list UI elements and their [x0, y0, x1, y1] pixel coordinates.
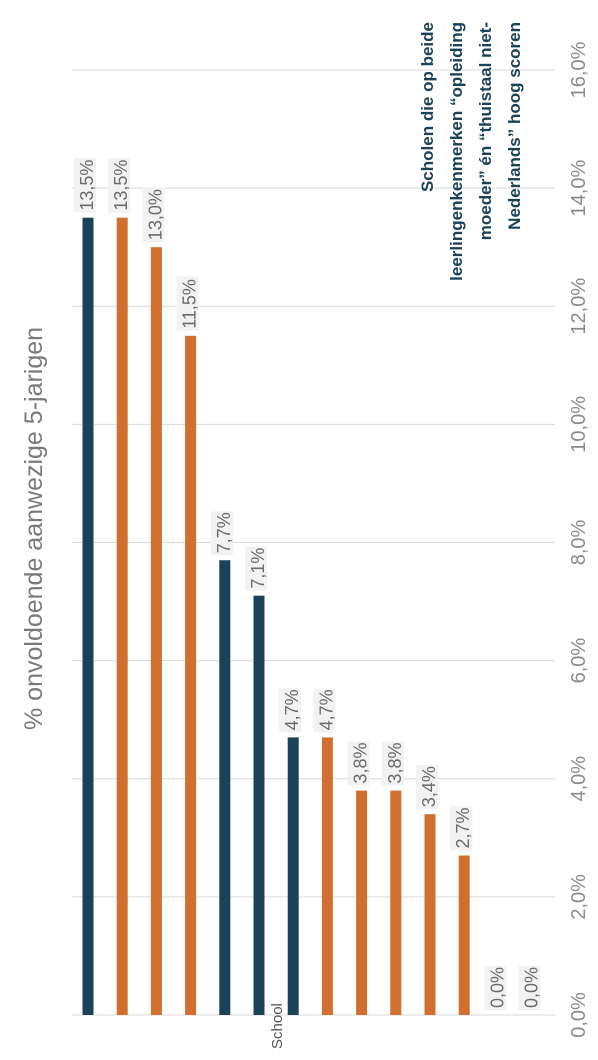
data-label-background	[279, 688, 302, 733]
x-tick-label: 10,0%	[568, 396, 590, 453]
x-tick-label: 12,0%	[568, 278, 590, 335]
data-label-background	[176, 276, 199, 331]
bar	[185, 335, 197, 1015]
bar	[150, 247, 162, 1015]
data-label: 2,7%	[453, 808, 473, 849]
x-tick-label: 0,0%	[568, 992, 590, 1038]
data-label-background	[347, 741, 370, 786]
data-label-background	[484, 966, 507, 1010]
data-label-background	[245, 546, 267, 591]
bar	[458, 855, 470, 1015]
bar	[253, 595, 265, 1015]
data-label-background	[450, 806, 473, 851]
legend-line: Nederlands” hoog scoren	[505, 22, 524, 230]
legend-line: moeder” én “thuistaal niet-	[476, 22, 495, 240]
data-label: 3,8%	[351, 743, 371, 784]
x-tick-label: 14,0%	[568, 160, 590, 217]
data-label: 7,7%	[214, 512, 234, 553]
data-label-background	[381, 741, 404, 786]
x-axis-ticks: 0,0% 2,0% 4,0% 6,0% 8,0% 10,0% 12,0% 14,0% 16,0%	[568, 41, 590, 1037]
data-label: 11,5%	[180, 279, 200, 329]
x-tick-label: 6,0%	[568, 638, 590, 684]
data-label: 3,4%	[419, 766, 439, 807]
x-tick-label: 16,0%	[568, 41, 590, 98]
x-tick-label: 2,0%	[568, 874, 590, 920]
data-label-background	[142, 187, 165, 243]
data-label-background	[74, 158, 96, 213]
bar	[321, 737, 333, 1015]
legend-line: Scholen die op beide	[418, 22, 437, 192]
data-label: 13,5%	[77, 160, 97, 211]
x-tick-label: 4,0%	[568, 756, 590, 802]
data-label: 0,0%	[522, 967, 542, 1008]
y-axis-label: School	[269, 1003, 286, 1049]
data-label-background	[210, 511, 233, 556]
bar	[390, 790, 402, 1015]
data-label-background	[416, 765, 438, 810]
data-label-background	[518, 966, 541, 1010]
bar	[424, 814, 436, 1015]
bar	[116, 217, 128, 1015]
data-label-background	[108, 158, 131, 213]
data-label: 4,7%	[316, 689, 336, 730]
data-label: 0,0%	[487, 967, 507, 1008]
x-tick-label: 8,0%	[568, 519, 590, 565]
data-label: 7,1%	[248, 548, 268, 589]
legend-line: leerlingenkenmerken “opleiding	[447, 22, 466, 281]
bar	[356, 790, 368, 1015]
bar	[82, 217, 94, 1015]
bars	[82, 217, 470, 1015]
bar	[219, 560, 231, 1015]
legend-annotation: Scholen die op beide leerlingenkenmerken …	[418, 22, 524, 281]
data-label-background	[313, 688, 336, 733]
data-label: 13,5%	[111, 160, 131, 211]
data-label: 3,8%	[385, 743, 405, 784]
chart-title: % onvoldoende aanwezige 5-jarigen	[20, 327, 48, 730]
data-label: 4,7%	[282, 689, 302, 730]
data-label: 13,0%	[145, 189, 165, 240]
bar	[287, 737, 299, 1015]
data-labels: 13,5% 13,5% 13,0% 11,5% 7,7% 7,1% 4,7% 4,7% 3,8%…	[74, 158, 542, 1010]
